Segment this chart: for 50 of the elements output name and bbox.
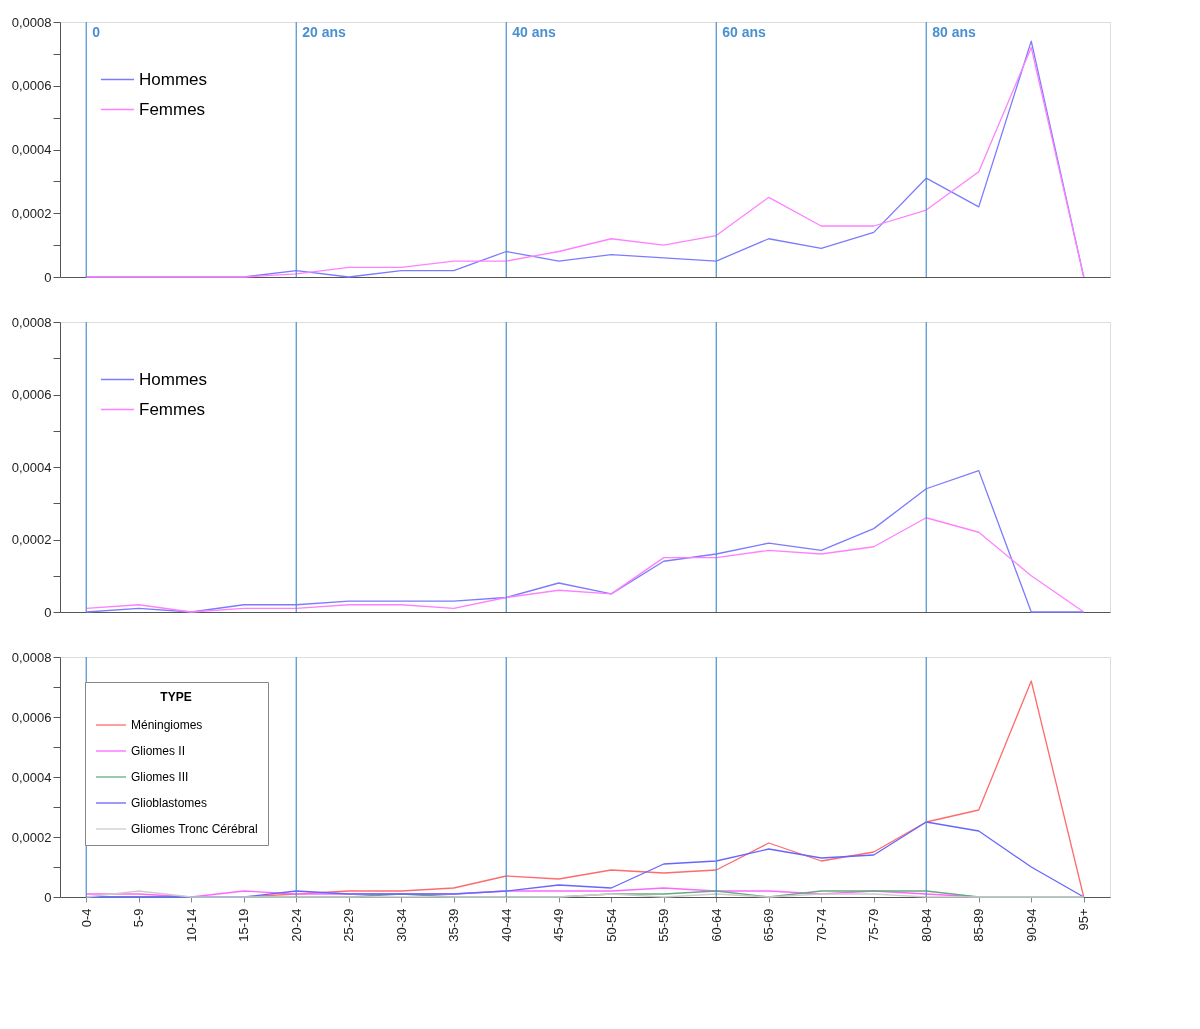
x-tick-label: 0-4	[78, 908, 94, 928]
x-tick-label: 10-14	[183, 908, 199, 942]
legend-label: Femmes	[139, 399, 206, 419]
legend-label: Méningiomes	[131, 718, 203, 732]
ref-line-label: 0	[92, 24, 101, 40]
x-tick-label: 95+	[1076, 908, 1092, 931]
y-tick-label: 0	[44, 889, 52, 905]
x-tick-label: 15-19	[236, 908, 252, 942]
x-tick-label: 85-89	[971, 908, 987, 942]
legend-label: Gliomes II	[131, 744, 186, 758]
x-tick-label: 80-84	[918, 908, 934, 942]
y-tick-label: 0,0002	[11, 532, 52, 547]
legend-label: Gliomes Tronc Cérébral	[131, 822, 258, 836]
x-tick-label: 5-9	[131, 908, 147, 928]
x-tick-label: 65-69	[761, 908, 777, 942]
x-tick-label: 50-54	[603, 908, 619, 942]
y-tick-label: 0,0006	[11, 387, 52, 402]
x-tick-label: 45-49	[551, 908, 567, 942]
y-tick-label: 0,0004	[11, 769, 52, 785]
x-tick-label: 35-39	[446, 908, 462, 942]
y-tick-label: 0,0002	[11, 829, 52, 845]
ref-line-label: 60 ans	[722, 24, 767, 40]
ref-line-label: 20 ans	[302, 24, 347, 40]
x-tick-label: 30-34	[393, 908, 409, 942]
x-tick-label: 90-94	[1023, 908, 1039, 942]
x-tick-label: 25-29	[341, 908, 357, 942]
x-tick-label: 55-59	[656, 908, 672, 942]
y-tick-label: 0,0008	[11, 314, 52, 330]
x-tick-label: 40-44	[498, 908, 514, 942]
ref-line-label: 40 ans	[512, 24, 557, 40]
y-tick-label: 0,0008	[11, 14, 52, 30]
y-tick-label: 0,0008	[11, 649, 52, 665]
legend-label: Femmes	[139, 99, 206, 119]
legend-title: TYPE	[160, 690, 192, 704]
ref-line-label: 80 ans	[932, 24, 977, 40]
y-tick-label: 0,0006	[11, 78, 52, 94]
x-tick-label: 75-79	[866, 908, 882, 942]
x-tick-label: 60-64	[708, 908, 724, 942]
y-tick-label: 0	[44, 269, 52, 285]
legend-label: Hommes	[139, 69, 208, 89]
legend-label: Gliomes III	[131, 770, 189, 784]
y-tick-label: 0,0004	[11, 142, 52, 157]
y-tick-label: 0,0004	[11, 459, 52, 475]
y-tick-label: 0,0002	[11, 205, 52, 221]
y-tick-label: 0	[44, 604, 52, 620]
legend-label: Glioblastomes	[131, 796, 208, 810]
x-tick-label: 70-74	[813, 908, 829, 942]
x-tick-label: 20-24	[288, 908, 304, 942]
legend-label: Hommes	[139, 369, 208, 389]
y-tick-label: 0,0006	[11, 709, 52, 725]
